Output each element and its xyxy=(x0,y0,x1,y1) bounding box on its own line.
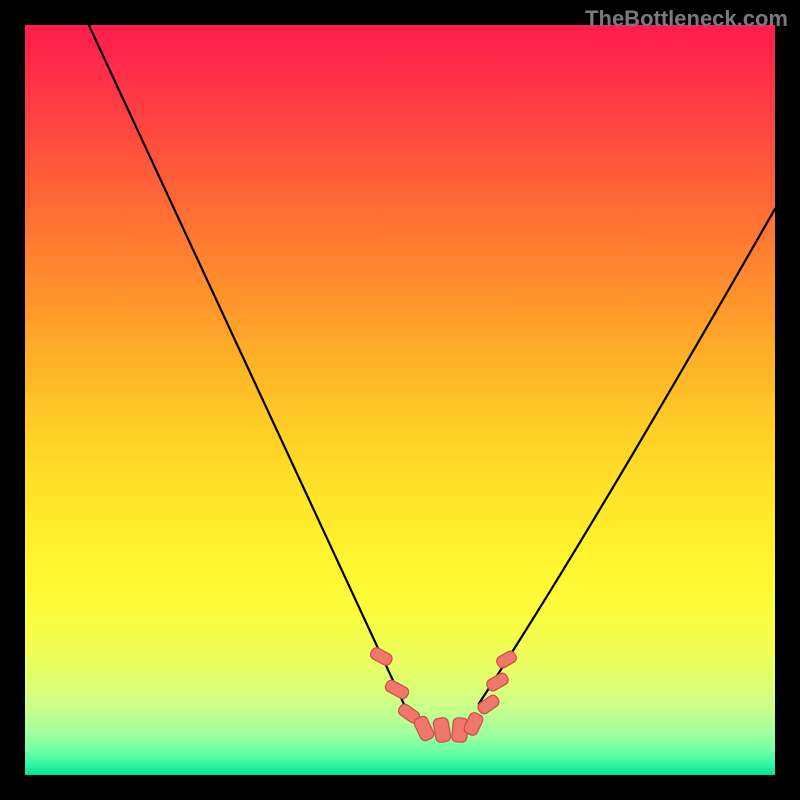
watermark-label: TheBottleneck.com xyxy=(585,6,788,32)
plot-svg xyxy=(0,0,800,800)
plot-area xyxy=(25,25,775,775)
bottleneck-chart: TheBottleneck.com xyxy=(0,0,800,800)
